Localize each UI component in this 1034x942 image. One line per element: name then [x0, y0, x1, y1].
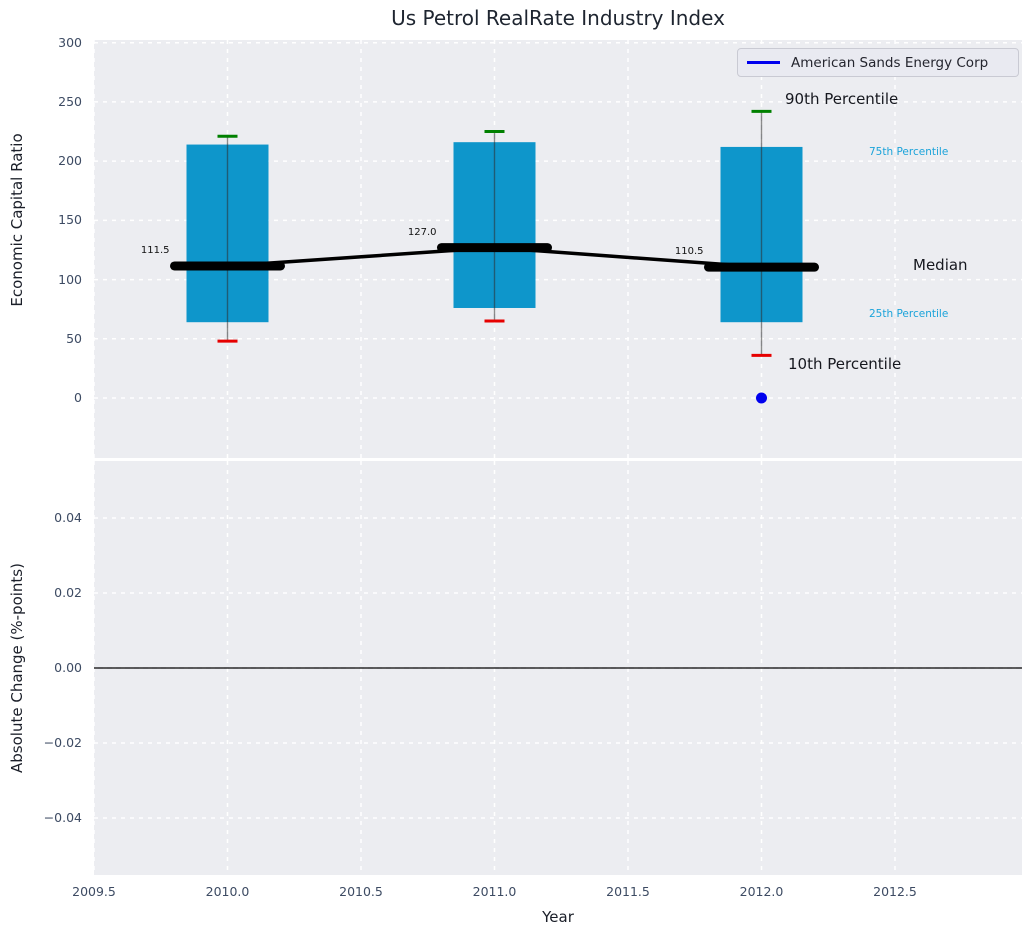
bottom-y-tick-label: 0.04	[54, 510, 82, 525]
top-y-tick-label: 250	[58, 93, 82, 109]
chart-title: Us Petrol RealRate Industry Index	[391, 6, 725, 30]
x-tick-label: 2009.5	[72, 884, 116, 899]
top-y-tick-label: 300	[58, 34, 82, 50]
label-25th-percentile: 25th Percentile	[869, 308, 949, 320]
median-value-annotation: 110.5	[674, 246, 704, 258]
label-75th-percentile: 75th Percentile	[869, 146, 949, 158]
label-median: Median	[913, 256, 968, 274]
x-tick-label: 2010.5	[339, 884, 383, 899]
x-tick-label: 2011.5	[606, 884, 650, 899]
top-y-tick-label: 0	[74, 390, 82, 405]
legend[interactable]: American Sands Energy Corp	[737, 48, 1019, 77]
label-90th-percentile: 90th Percentile	[785, 90, 899, 108]
label-10th-percentile: 10th Percentile	[788, 355, 902, 373]
x-tick-label: 2012.5	[873, 884, 917, 899]
median-value-annotation: 111.5	[140, 244, 170, 256]
x-axis-label: Year	[542, 908, 574, 926]
bottom-y-tick-label: 0.02	[54, 585, 82, 600]
top-y-tick-label: 150	[58, 212, 82, 228]
top-y-tick-label: 100	[58, 271, 82, 287]
x-tick-label: 2010.0	[205, 884, 250, 899]
legend-line-swatch	[747, 61, 780, 64]
median-value-annotation: 127.0	[407, 226, 437, 238]
x-tick-label: 2011.0	[472, 884, 517, 899]
bottom-y-tick-label: −0.04	[43, 810, 82, 825]
top-y-tick-label: 200	[58, 153, 82, 169]
top-y-tick-label: 50	[66, 330, 82, 346]
legend-label: American Sands Energy Corp	[791, 54, 989, 71]
x-tick-label: 2012.0	[739, 884, 784, 899]
bottom-y-tick-label: 0.00	[54, 660, 82, 675]
company-marker	[756, 392, 767, 404]
bottom-y-tick-label: −0.02	[43, 735, 82, 750]
